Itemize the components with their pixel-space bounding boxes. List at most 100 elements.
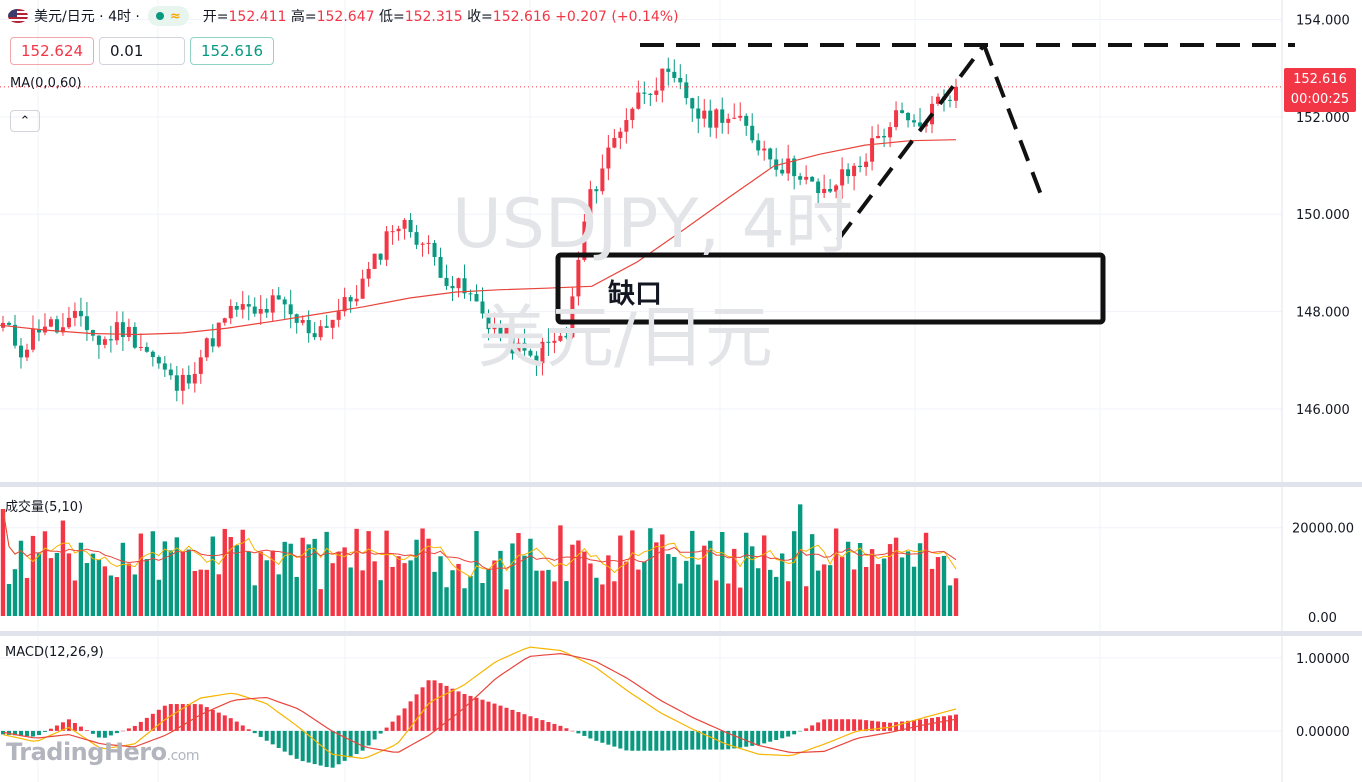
- candle-body: [108, 339, 113, 341]
- volume-bar: [486, 568, 491, 616]
- candle-body: [222, 318, 227, 323]
- macd-histogram-bar: [426, 680, 431, 731]
- macd-histogram-bar: [144, 717, 149, 731]
- macd-histogram-bar: [408, 701, 413, 731]
- macd-histogram-bar: [912, 720, 917, 731]
- macd-histogram-bar: [360, 730, 365, 751]
- candle-body: [882, 135, 887, 138]
- candle-body: [66, 317, 71, 328]
- macd-histogram-bar: [432, 680, 437, 731]
- volume-bar: [576, 540, 581, 616]
- candle-body: [324, 326, 329, 328]
- volume-bar: [108, 575, 114, 616]
- ohlc-values: 开=152.411 高=152.647 低=152.315 收=152.616 …: [203, 6, 679, 26]
- volume-bar: [246, 551, 251, 616]
- volume-bar: [839, 556, 845, 616]
- macd-histogram-bar: [726, 730, 731, 750]
- macd-histogram-bar: [624, 730, 629, 751]
- volume-tick-label: 20000.00: [1292, 522, 1354, 537]
- market-status[interactable]: ≈: [147, 6, 189, 26]
- candle-body: [894, 110, 899, 128]
- volume-bar: [174, 537, 180, 616]
- volume-bar: [857, 543, 863, 616]
- candle-body: [312, 333, 317, 338]
- gap-annotation-label: 缺口: [608, 279, 662, 310]
- volume-bar: [941, 555, 947, 616]
- volume-bar: [48, 558, 54, 616]
- macd-histogram-bar: [798, 730, 803, 732]
- quantity-input[interactable]: 0.01: [99, 37, 185, 65]
- volume-bar: [672, 556, 677, 616]
- candle-body: [282, 299, 287, 305]
- candle-body: [492, 324, 497, 330]
- candle-body: [156, 357, 161, 364]
- macd-histogram-bar: [828, 719, 833, 731]
- volume-bar: [684, 560, 689, 616]
- volume-bar: [474, 531, 479, 616]
- macd-histogram-bar: [168, 704, 173, 731]
- candle-body: [612, 137, 617, 148]
- macd-indicator-label[interactable]: MACD(12,26,9): [5, 645, 104, 660]
- macd-histogram-bar: [816, 722, 821, 731]
- volume-indicator-label[interactable]: 成交量(5,10): [5, 500, 84, 515]
- volume-bar: [546, 569, 551, 616]
- low-value: 152.315: [404, 9, 463, 25]
- macd-histogram-bar: [468, 695, 473, 731]
- candle-body: [384, 231, 389, 260]
- macd-histogram-bar: [594, 730, 599, 741]
- candle-body: [396, 228, 401, 232]
- candle-body: [258, 309, 263, 314]
- macd-histogram-bar: [696, 730, 701, 750]
- candle-body: [204, 338, 209, 358]
- candle-body: [552, 340, 557, 343]
- volume-bar: [636, 569, 641, 616]
- volume-bar: [384, 530, 389, 616]
- candle-body: [864, 161, 869, 168]
- volume-bar: [90, 553, 96, 616]
- sell-button[interactable]: 152.624: [10, 37, 94, 65]
- candle-body: [480, 301, 485, 314]
- candle-body: [18, 345, 23, 358]
- candle-body: [318, 326, 323, 338]
- volume-bar: [588, 563, 593, 616]
- macd-histogram-bar: [690, 730, 695, 750]
- macd-histogram-bar: [372, 730, 377, 740]
- candle-body: [354, 298, 359, 302]
- price-tick-label: 150.000: [1296, 208, 1350, 223]
- candle-body: [906, 112, 911, 121]
- volume-bar: [402, 563, 407, 616]
- volume-bar: [432, 571, 437, 616]
- macd-histogram-bar: [498, 705, 503, 731]
- volume-bar: [216, 574, 221, 616]
- change-value: +0.207 (+0.14%): [555, 9, 679, 25]
- candle-body: [366, 268, 371, 279]
- collapse-legend-button[interactable]: ⌃: [10, 110, 40, 132]
- buy-button[interactable]: 152.616: [190, 37, 274, 65]
- volume-bar: [564, 581, 569, 616]
- macd-histogram-bar: [684, 730, 689, 750]
- candle-body: [636, 92, 641, 109]
- candle-body: [174, 375, 179, 391]
- macd-histogram-bar: [600, 730, 605, 743]
- candle-body: [660, 68, 665, 91]
- ma-indicator-label[interactable]: MA(0,0,60): [10, 76, 82, 91]
- volume-bar: [456, 563, 461, 616]
- volume-bar: [144, 559, 150, 616]
- candle-body: [798, 176, 803, 180]
- volume-bar: [36, 553, 42, 616]
- volume-bar: [264, 560, 269, 616]
- candle-body: [564, 335, 569, 338]
- macd-histogram-bar: [876, 721, 881, 731]
- candle-body: [672, 71, 677, 78]
- macd-histogram-bar: [720, 730, 725, 750]
- candle-body: [594, 189, 599, 192]
- volume-bar: [114, 577, 120, 616]
- candle-body: [600, 168, 605, 192]
- macd-histogram-bar: [114, 730, 119, 734]
- macd-histogram-bar: [396, 715, 401, 731]
- macd-histogram-bar: [606, 730, 611, 745]
- volume-bar: [204, 569, 209, 616]
- symbol-title[interactable]: 美元/日元 · 4时 ·: [34, 9, 140, 25]
- open-value: 152.411: [228, 9, 287, 25]
- candle-body: [804, 176, 809, 180]
